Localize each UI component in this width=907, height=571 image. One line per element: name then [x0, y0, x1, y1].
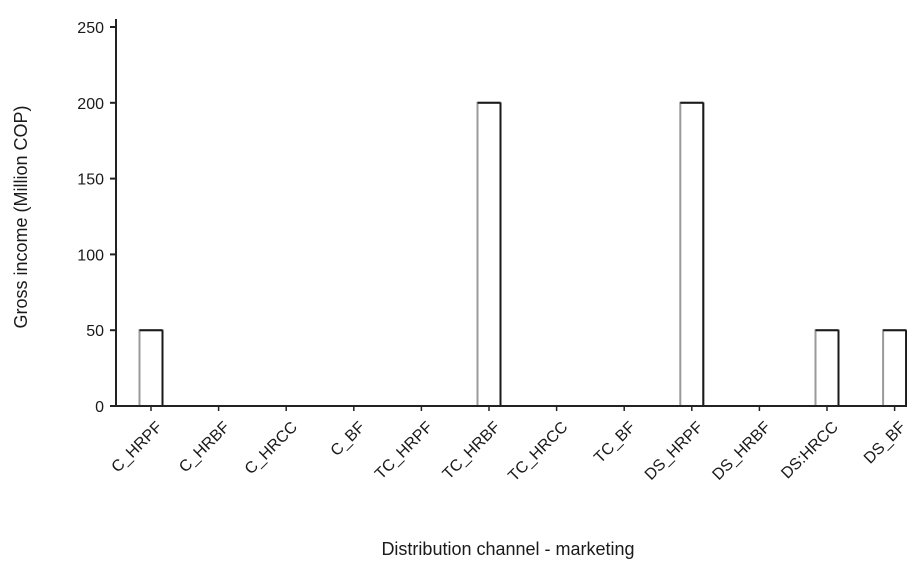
- y-tick-label: 50: [86, 323, 104, 340]
- x-tick-label: TC_HRCC: [505, 419, 571, 485]
- x-tick-label: DS:HRCC: [778, 419, 842, 483]
- x-tick-label: C_HRCC: [242, 419, 301, 478]
- x-tick-label: TC_HRBF: [440, 419, 504, 483]
- y-tick-label: 150: [77, 172, 104, 189]
- x-tick-label: C_HRPF: [109, 419, 166, 476]
- x-tick-label: TC_HRPF: [372, 419, 436, 483]
- y-tick-label: 250: [77, 20, 104, 37]
- x-tick-label: DS_BF: [861, 419, 907, 468]
- y-tick-label: 200: [77, 96, 104, 113]
- y-axis-ticks: 0 50 100 150 200 250: [77, 20, 116, 416]
- x-tick-label: DS_HRPF: [642, 419, 707, 484]
- bar-ds-hrcc: [814, 329, 840, 408]
- x-axis-ticks: C_HRPF C_HRBF C_HRCC C_BF TC_HRPF TC_HRBF TC_H…: [109, 406, 907, 485]
- bar-tc-hrbf: [476, 101, 502, 408]
- x-tick-label: TC_BF: [591, 419, 639, 467]
- y-tick-label: 100: [77, 247, 104, 264]
- bar-c-hrpf: [138, 329, 164, 408]
- x-axis-title: Distribution channel - marketing: [381, 539, 634, 559]
- y-axis-title: Gross income (Million COP): [11, 105, 31, 328]
- x-tick-label: DS_HRBF: [709, 419, 774, 484]
- x-tick-label: C_HRBF: [176, 419, 233, 476]
- y-tick-label: 0: [95, 399, 104, 416]
- x-tick-label: C_BF: [328, 419, 369, 460]
- bar-ds-bf: [882, 329, 907, 408]
- bar-series: [138, 101, 907, 408]
- bar-ds-hrpf: [679, 101, 705, 408]
